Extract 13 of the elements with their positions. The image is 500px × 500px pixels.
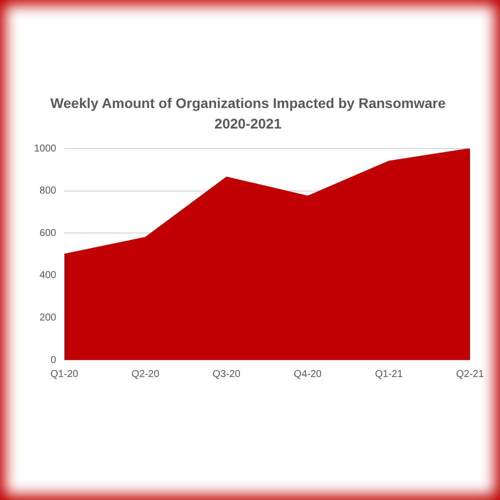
y-tick-label: 600 xyxy=(40,228,57,239)
x-tick-label: Q2-20 xyxy=(132,368,160,380)
y-tick-label: 200 xyxy=(40,312,57,324)
x-tick-label: Q1-21 xyxy=(374,368,404,380)
chart-title: Weekly Amount of Organizations Impacted by Ransomware 2020-2021 xyxy=(50,95,446,132)
x-tick-label: Q3-20 xyxy=(212,368,241,380)
x-tick-label: Q4-20 xyxy=(294,368,322,380)
y-tick-label: 1000 xyxy=(34,143,57,154)
y-tick-label: 0 xyxy=(50,354,57,366)
x-tick-label: Q1-20 xyxy=(50,368,79,380)
x-tick-label: Q2-21 xyxy=(456,368,484,380)
y-tick-label: 400 xyxy=(40,270,57,282)
y-tick-label: 800 xyxy=(40,186,57,197)
